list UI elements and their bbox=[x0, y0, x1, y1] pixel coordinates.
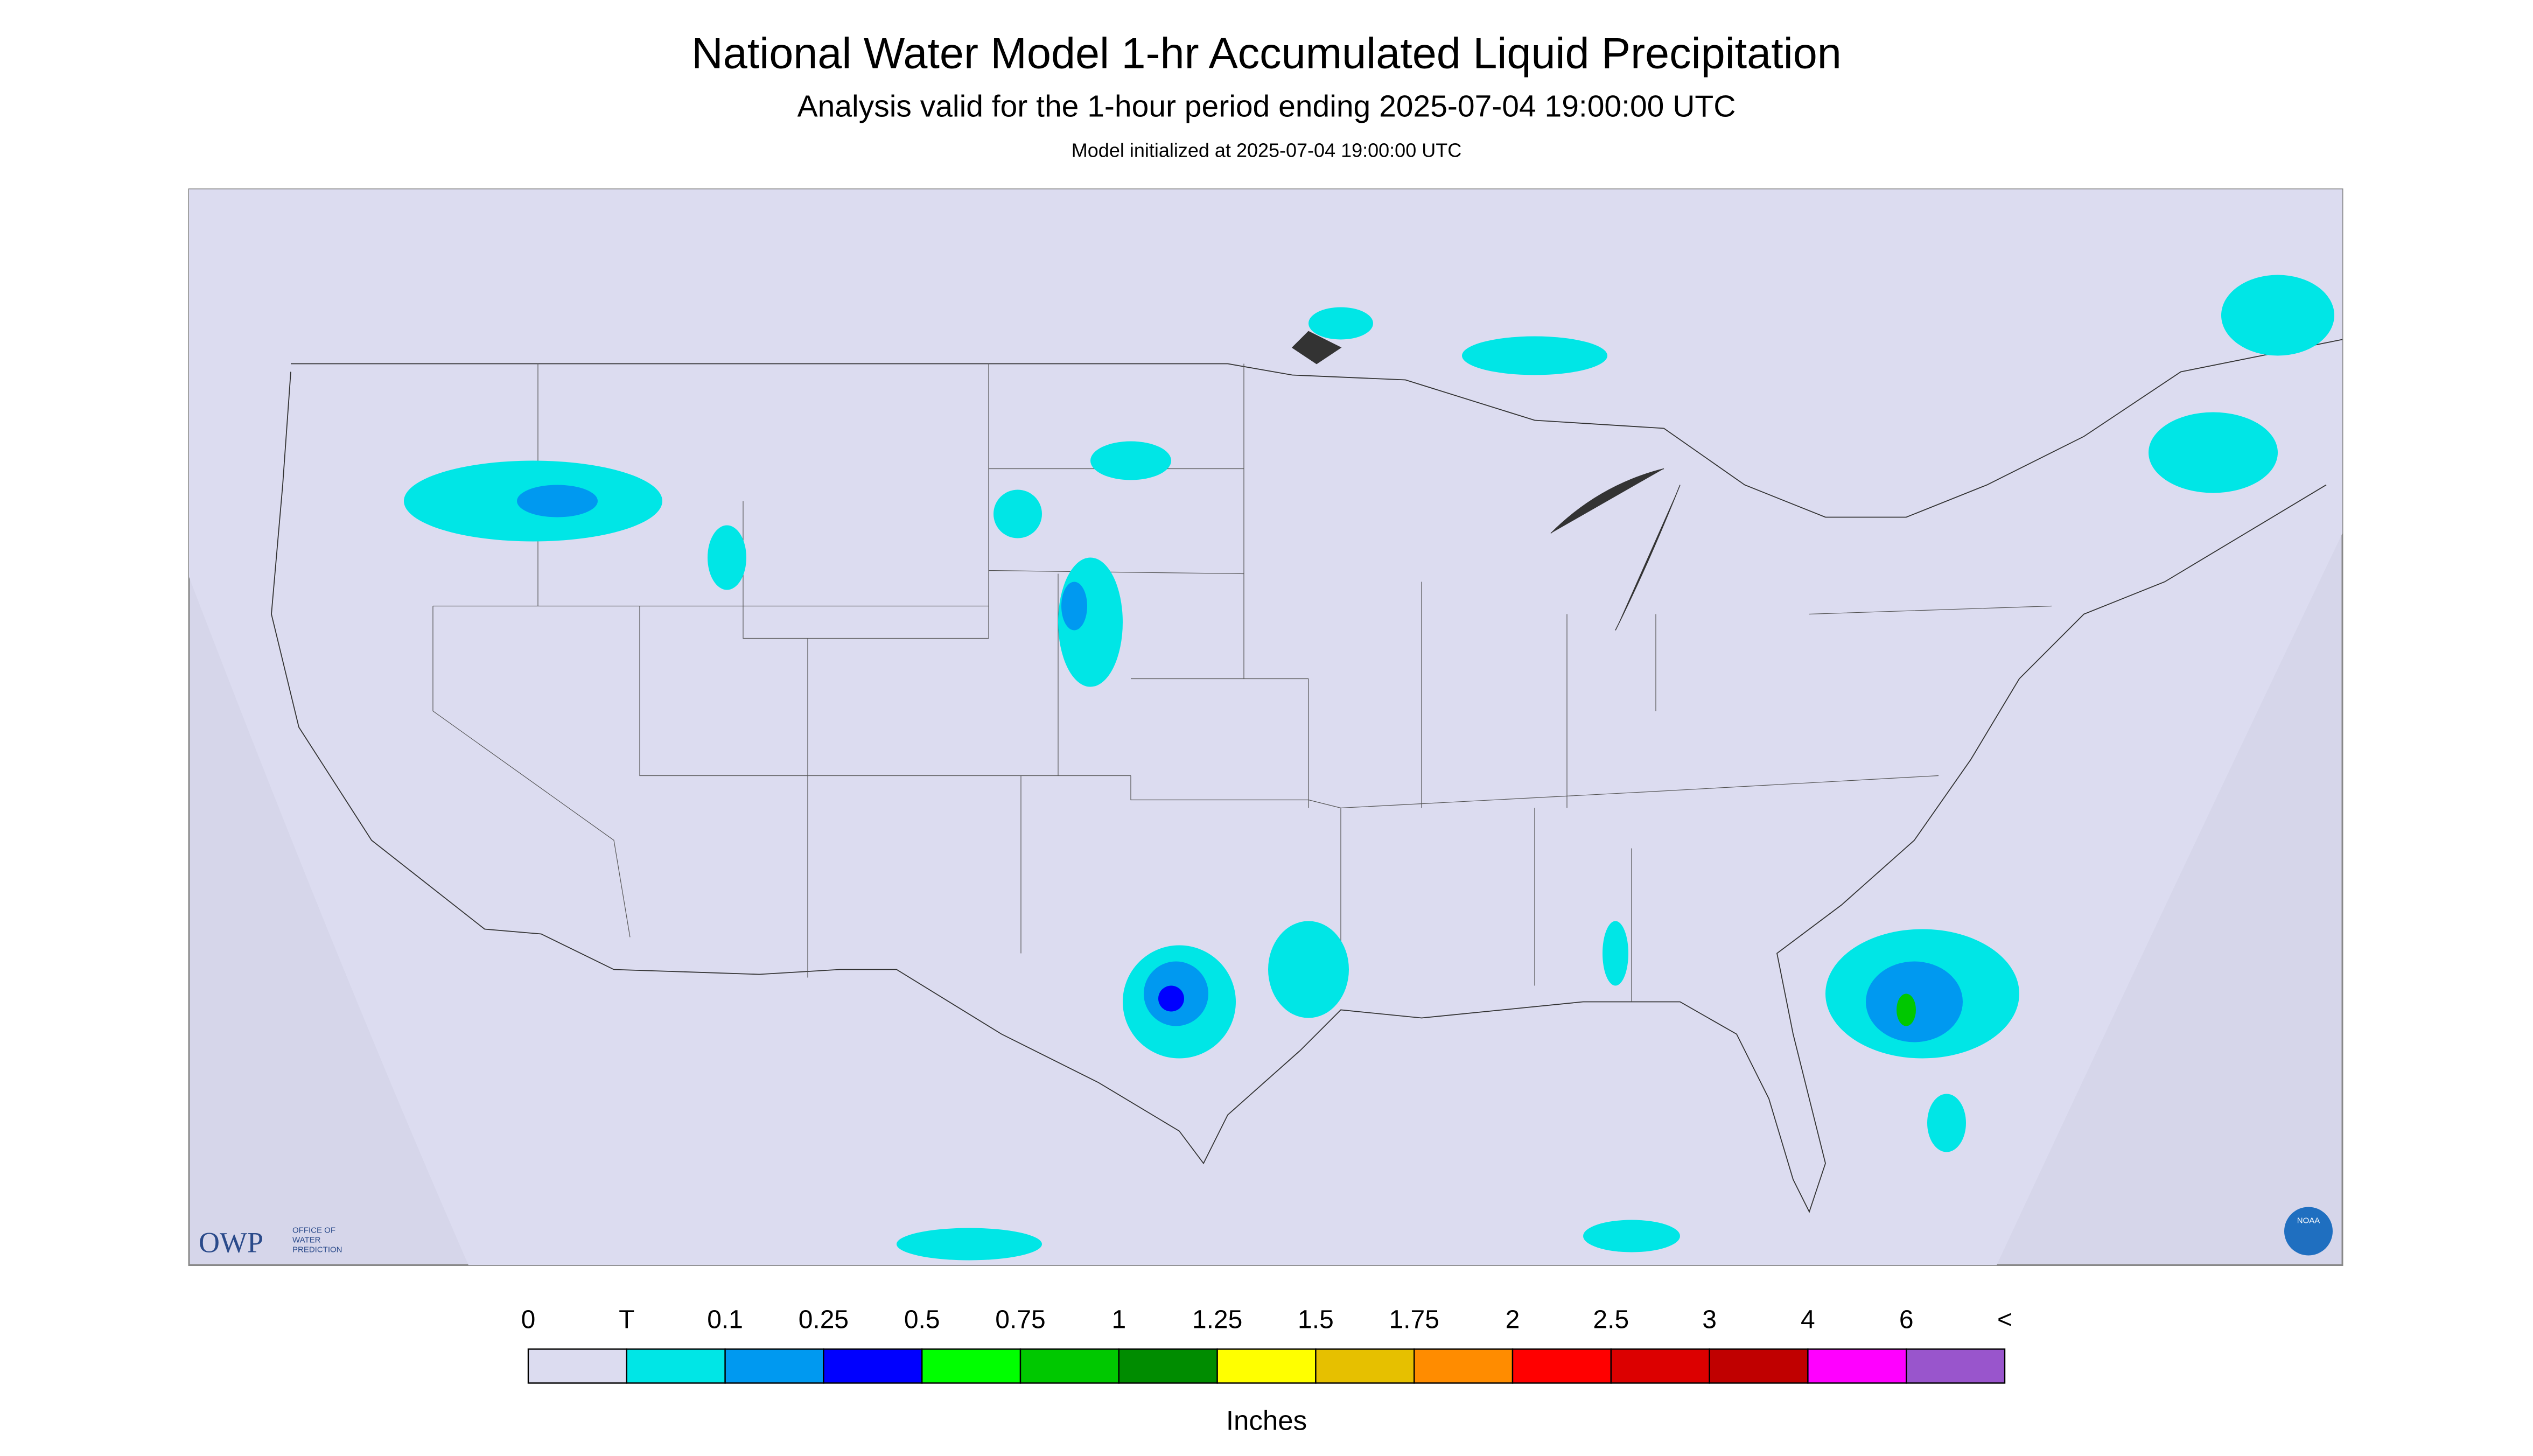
legend-label: 3 bbox=[1702, 1306, 1717, 1334]
legend-swatch bbox=[626, 1348, 726, 1384]
subtitle: Analysis valid for the 1-hour period end… bbox=[797, 89, 1736, 124]
legend-label: 1.5 bbox=[1298, 1306, 1334, 1334]
legend-label: 2.5 bbox=[1593, 1306, 1629, 1334]
legend-label: 0.25 bbox=[799, 1306, 849, 1334]
legend-swatch bbox=[1019, 1348, 1120, 1384]
title: National Water Model 1-hr Accumulated Li… bbox=[691, 30, 1842, 78]
legend-swatch bbox=[1414, 1348, 1514, 1384]
noaa-logo: NOAA bbox=[2297, 1216, 2320, 1226]
legend-label: 0.1 bbox=[707, 1306, 743, 1334]
legend-swatch bbox=[1118, 1348, 1218, 1384]
legend-label: 0.5 bbox=[904, 1306, 940, 1334]
legend-swatch bbox=[1610, 1348, 1710, 1384]
legend-label: 0 bbox=[521, 1306, 536, 1334]
legend-label: 4 bbox=[1801, 1306, 1815, 1334]
init-time: Model initialized at 2025-07-04 19:00:00… bbox=[1072, 139, 1461, 162]
legend-swatch bbox=[1709, 1348, 1809, 1384]
legend-swatch bbox=[1512, 1348, 1612, 1384]
legend-label: 1 bbox=[1111, 1306, 1126, 1334]
legend-label: T bbox=[619, 1306, 634, 1334]
legend-label: 0.75 bbox=[995, 1306, 1045, 1334]
legend-label: 2 bbox=[1506, 1306, 1520, 1334]
legend-label: 1.25 bbox=[1192, 1306, 1242, 1334]
owp-text: PREDICTION bbox=[292, 1245, 342, 1255]
legend-label: 1.75 bbox=[1389, 1306, 1439, 1334]
legend-swatch bbox=[527, 1348, 628, 1384]
legend-label: < bbox=[1997, 1306, 2012, 1334]
legend-swatch bbox=[1315, 1348, 1415, 1384]
legend-label: 6 bbox=[1899, 1306, 1914, 1334]
owp-text: OFFICE OF bbox=[292, 1226, 335, 1235]
legend-swatch bbox=[1905, 1348, 2006, 1384]
legend-swatch bbox=[823, 1348, 923, 1384]
precip-areas bbox=[404, 275, 2334, 1261]
legend-unit: Inches bbox=[1226, 1405, 1307, 1436]
owp-text: WATER bbox=[292, 1236, 321, 1245]
legend-swatch bbox=[724, 1348, 824, 1384]
legend: 0 T 0.1 0.25 0.5 0.75 1 1.25 1.5 1.75 2 2.5 3 4 6 < bbox=[521, 1306, 2012, 1384]
legend-swatch bbox=[1807, 1348, 1907, 1384]
map: OWP OFFICE OF WATER PREDICTION NOAA bbox=[188, 188, 2343, 1266]
legend-swatch bbox=[1216, 1348, 1317, 1384]
legend-swatch bbox=[921, 1348, 1021, 1384]
owp-logo: OWP bbox=[199, 1227, 263, 1259]
